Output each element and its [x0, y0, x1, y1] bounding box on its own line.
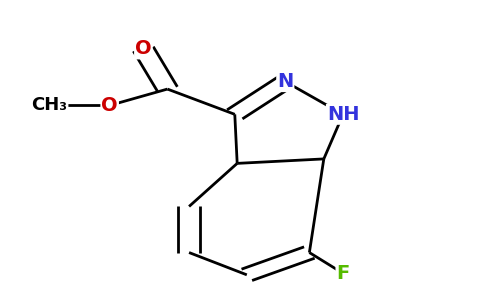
Text: F: F — [336, 264, 349, 283]
Text: O: O — [101, 96, 118, 115]
Text: NH: NH — [327, 105, 359, 124]
Text: CH₃: CH₃ — [31, 96, 67, 114]
Text: O: O — [135, 39, 151, 58]
Text: N: N — [277, 72, 293, 91]
